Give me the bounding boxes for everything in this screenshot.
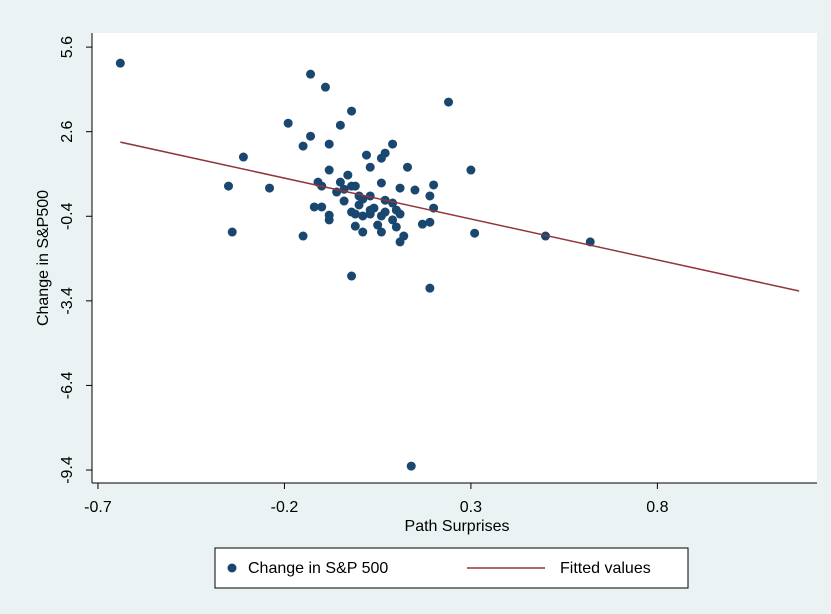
- point: [324, 215, 334, 225]
- point: [373, 220, 383, 230]
- point: [376, 153, 386, 163]
- x-tick-label: 0.3: [460, 499, 482, 516]
- point: [365, 191, 375, 201]
- point: [343, 170, 353, 180]
- legend-marker: [227, 563, 237, 573]
- point: [347, 106, 357, 116]
- x-axis-title: Path Surprises: [405, 518, 510, 535]
- point: [317, 202, 327, 212]
- point: [376, 227, 386, 237]
- point: [335, 120, 345, 130]
- y-tick-label: -6.4: [59, 372, 76, 400]
- point: [395, 209, 405, 219]
- point: [238, 152, 248, 162]
- point: [425, 217, 435, 227]
- point: [417, 219, 427, 229]
- point: [376, 211, 386, 221]
- point: [298, 231, 308, 241]
- x-tick-label: -0.7: [84, 499, 112, 516]
- x-tick-label: -0.2: [271, 499, 299, 516]
- point: [403, 162, 413, 172]
- point: [350, 221, 360, 231]
- y-tick-label: -0.4: [59, 202, 76, 230]
- point: [388, 139, 398, 149]
- point: [350, 209, 360, 219]
- point: [306, 69, 316, 79]
- legend-box: [214, 547, 689, 589]
- y-tick-label: -9.4: [59, 456, 76, 484]
- legend-label: Change in S&P 500: [248, 560, 388, 577]
- point: [395, 183, 405, 193]
- point: [395, 237, 405, 247]
- point: [115, 58, 125, 68]
- point: [470, 228, 480, 238]
- point: [347, 271, 357, 281]
- point: [223, 181, 233, 191]
- point: [324, 165, 334, 175]
- x-tick-label: 0.8: [646, 499, 668, 516]
- point: [339, 196, 349, 206]
- point: [429, 180, 439, 190]
- point: [410, 185, 420, 195]
- point: [309, 202, 319, 212]
- point: [298, 141, 308, 151]
- y-tick-label: -3.4: [59, 287, 76, 315]
- point: [369, 203, 379, 213]
- point: [406, 461, 416, 471]
- point: [320, 82, 330, 92]
- point: [354, 200, 364, 210]
- point: [425, 283, 435, 293]
- point: [444, 97, 454, 107]
- fit-line: [120, 141, 800, 292]
- point: [283, 118, 293, 128]
- point: [324, 139, 334, 149]
- point: [391, 222, 401, 232]
- legend-label: Fitted values: [560, 560, 651, 577]
- point: [350, 181, 360, 191]
- plot-area: [92, 33, 817, 483]
- y-tick-label: 2.6: [59, 120, 76, 142]
- point: [335, 177, 345, 187]
- point: [425, 191, 435, 201]
- point: [466, 165, 476, 175]
- point: [306, 131, 316, 141]
- y-tick-label: 5.6: [59, 36, 76, 58]
- point: [376, 178, 386, 188]
- point: [358, 227, 368, 237]
- point: [388, 215, 398, 225]
- point: [358, 211, 368, 221]
- point: [365, 162, 375, 172]
- point: [227, 227, 237, 237]
- point: [361, 150, 371, 160]
- y-axis-title: Change in S&P500: [35, 190, 52, 326]
- point: [265, 183, 275, 193]
